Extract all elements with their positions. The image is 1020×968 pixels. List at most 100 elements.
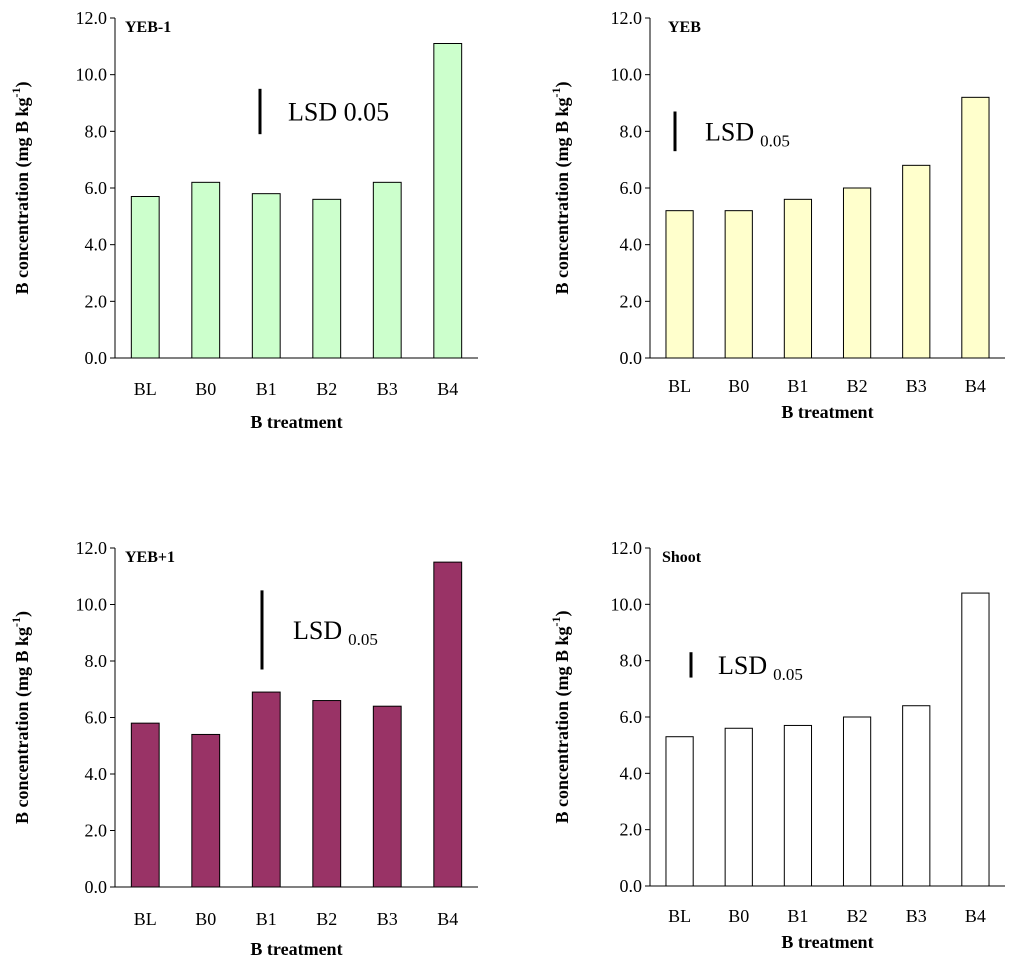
y-axis-label-part: -1 (549, 617, 563, 627)
x-tick-label: B0 (195, 379, 216, 399)
y-axis-label-part: B concentration (mg B kg (12, 627, 33, 824)
y-axis-label-part: ) (552, 611, 573, 617)
bar (784, 725, 811, 886)
x-tick-label: B2 (316, 909, 337, 929)
bar (962, 593, 989, 886)
bar (131, 723, 159, 887)
x-tick-label: B0 (728, 906, 749, 926)
x-tick-label: B3 (906, 376, 927, 396)
y-tick-label: 6.0 (620, 707, 643, 727)
y-tick-label: 8.0 (620, 121, 643, 141)
x-tick-label: B2 (847, 906, 868, 926)
lsd-subscript: 0.05 (348, 630, 378, 649)
bar (434, 562, 462, 887)
lsd-label: LSD 0.05 (288, 98, 389, 127)
y-tick-label: 4.0 (85, 235, 108, 255)
bar (903, 165, 930, 358)
y-axis-label: B concentration (mg B kg-1) (549, 82, 573, 295)
bar (373, 706, 401, 887)
lsd-subscript: 0.05 (760, 131, 790, 150)
y-tick-label: 12.0 (611, 8, 643, 28)
y-tick-label: 10.0 (76, 595, 108, 615)
y-axis-label-part: B concentration (mg B kg (12, 98, 33, 295)
chart-title: Shoot (662, 549, 702, 566)
y-tick-label: 2.0 (85, 291, 108, 311)
x-tick-label: B4 (965, 376, 986, 396)
y-tick-label: 12.0 (76, 538, 108, 558)
y-tick-label: 6.0 (85, 708, 108, 728)
y-tick-label: 0.0 (620, 348, 643, 368)
bar (373, 182, 401, 358)
x-tick-label: B2 (316, 379, 337, 399)
y-axis-label-part: -1 (9, 617, 23, 627)
bar (725, 728, 752, 886)
y-tick-label: 4.0 (620, 235, 643, 255)
bar (666, 211, 693, 358)
y-axis-label: B concentration (mg B kg-1) (9, 82, 33, 295)
y-tick-label: 8.0 (620, 651, 643, 671)
y-tick-label: 2.0 (620, 291, 643, 311)
x-tick-label: B3 (906, 906, 927, 926)
bar (192, 182, 220, 358)
x-axis-label: B treatment (250, 939, 342, 959)
y-tick-label: 2.0 (85, 821, 108, 841)
y-tick-label: 4.0 (85, 764, 108, 784)
y-tick-label: 6.0 (620, 178, 643, 198)
y-tick-label: 0.0 (620, 876, 643, 896)
y-tick-label: 0.0 (85, 348, 108, 368)
y-tick-label: 6.0 (85, 178, 108, 198)
y-tick-label: 8.0 (85, 121, 108, 141)
x-tick-label: B1 (787, 906, 808, 926)
x-tick-label: B4 (965, 906, 986, 926)
bar (962, 97, 989, 358)
x-tick-label: B4 (437, 379, 458, 399)
chart-title: YEB-1 (125, 19, 171, 36)
y-axis-label-part: -1 (9, 88, 23, 98)
x-tick-label: B3 (377, 379, 398, 399)
y-axis-label: B concentration (mg B kg-1) (549, 611, 573, 824)
x-axis-label: B treatment (781, 402, 873, 422)
y-tick-label: 12.0 (611, 538, 643, 558)
y-tick-label: 2.0 (620, 820, 643, 840)
bar (313, 199, 341, 358)
x-axis-label: B treatment (250, 412, 342, 432)
y-tick-label: 10.0 (611, 65, 643, 85)
x-tick-label: B3 (377, 909, 398, 929)
panel: BL B0 B1 B2 B3 B4 0.0 2.0 4.0 6.0 8.0 10.0 12.0 Shoot… (549, 538, 1005, 952)
lsd-text: LSD (705, 117, 754, 146)
y-tick-label: 8.0 (85, 651, 108, 671)
x-axis-label: B treatment (781, 932, 873, 952)
y-axis-label-part: B concentration (mg B kg (552, 627, 573, 824)
x-tick-label: BL (134, 379, 157, 399)
y-tick-label: 10.0 (76, 65, 108, 85)
chart-title: YEB+1 (125, 549, 175, 566)
bar (192, 734, 220, 887)
y-axis-label-part: ) (12, 611, 33, 617)
y-axis-label-part: ) (552, 82, 573, 88)
x-tick-label: B4 (437, 909, 458, 929)
bar (903, 706, 930, 886)
x-tick-label: B1 (787, 376, 808, 396)
lsd-label: LSD 0.05 (705, 117, 790, 150)
y-axis-label-part: ) (12, 82, 33, 88)
y-tick-label: 12.0 (76, 8, 108, 28)
figure: BL B0 B1 B2 B3 B4 0.0 2.0 4.0 6.0 8.0 10.0 12.0 YEB-1… (0, 0, 1020, 968)
y-tick-label: 10.0 (611, 594, 643, 614)
x-tick-label: BL (668, 906, 691, 926)
x-tick-label: B0 (195, 909, 216, 929)
lsd-text: LSD (718, 651, 767, 680)
lsd-label: LSD 0.05 (293, 616, 378, 649)
bar (434, 44, 462, 359)
x-tick-label: BL (668, 376, 691, 396)
x-tick-label: B1 (256, 909, 277, 929)
bar (252, 692, 280, 887)
lsd-text: LSD (293, 616, 342, 645)
bar (843, 717, 870, 886)
bar (313, 701, 341, 887)
bar (725, 211, 752, 358)
y-tick-label: 4.0 (620, 763, 643, 783)
